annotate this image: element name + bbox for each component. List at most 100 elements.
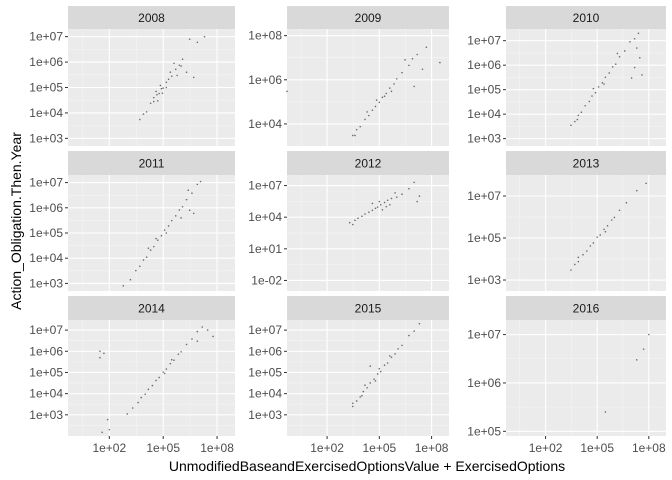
data-point (610, 219, 613, 221)
data-point (591, 95, 593, 97)
data-point (379, 203, 382, 206)
data-point (416, 53, 419, 56)
data-point (364, 213, 366, 215)
data-point (603, 83, 605, 85)
data-point (604, 411, 607, 413)
data-point (196, 41, 199, 44)
facet-panel-2012: 2012 1e-02 1e+01 1e+04 1e+07 (248, 151, 449, 291)
y-tick-label: 1e+08 (248, 29, 282, 43)
data-point (404, 59, 406, 61)
x-tick-label: 1e+08 (415, 441, 449, 455)
data-point (142, 259, 145, 261)
facet-strip (287, 151, 449, 175)
data-point (355, 128, 358, 131)
y-tick-label: 1e+06 (29, 55, 63, 69)
data-point (374, 207, 377, 210)
data-point (176, 74, 178, 77)
data-point (364, 384, 366, 387)
data-point (106, 418, 109, 421)
data-point (604, 230, 607, 233)
data-point (418, 195, 421, 197)
data-point (635, 359, 638, 361)
data-point (142, 113, 145, 115)
data-point (374, 380, 377, 382)
data-point (630, 77, 633, 79)
y-tick-label: 1e+07 (29, 323, 63, 337)
y-tick-label: 1e+06 (29, 344, 63, 358)
data-point (135, 269, 137, 272)
y-tick-label: 1e+05 (467, 83, 501, 97)
data-point (580, 111, 583, 114)
facet-panel-2009: 2009 1e+04 1e+06 1e+08 (248, 6, 449, 146)
data-point (374, 105, 377, 108)
facet-strip-label: 2012 (355, 157, 382, 171)
data-point (389, 87, 391, 89)
data-point (413, 85, 415, 88)
data-point (201, 326, 204, 328)
data-point (152, 96, 155, 99)
data-point (390, 356, 393, 359)
data-point (147, 247, 150, 249)
data-point (206, 329, 209, 331)
data-point (188, 38, 191, 40)
data-point (103, 352, 105, 355)
data-point (99, 350, 101, 353)
data-point (151, 384, 154, 387)
data-point (185, 198, 188, 201)
data-point (594, 91, 597, 94)
data-point (126, 413, 129, 415)
data-point (352, 134, 354, 137)
data-point (378, 101, 381, 104)
data-point (618, 209, 621, 212)
facet-strip-label: 2010 (573, 11, 600, 25)
facet-strip (506, 296, 666, 320)
data-point (592, 87, 595, 90)
y-tick-label: 1e+04 (248, 210, 282, 224)
data-point (386, 362, 389, 364)
data-point (163, 229, 166, 231)
data-point (611, 66, 614, 68)
data-point (597, 86, 600, 88)
panel-background (287, 320, 449, 436)
data-point (577, 260, 580, 263)
data-point (421, 68, 424, 71)
data-point (144, 393, 147, 395)
y-tick-label: 1e+05 (29, 226, 63, 240)
data-point (348, 221, 351, 224)
data-point (395, 78, 398, 80)
data-point (155, 379, 157, 382)
data-point (180, 350, 182, 353)
x-tick-label: 1e+02 (529, 441, 563, 455)
data-point (165, 232, 168, 234)
y-tick-label: 1e-02 (251, 273, 282, 287)
data-point (389, 355, 391, 357)
y-tick-label: 1e+07 (29, 176, 63, 190)
data-point (180, 217, 182, 219)
data-point (577, 114, 580, 117)
data-point (637, 32, 640, 35)
y-tick-label: 1e+03 (467, 273, 501, 287)
data-point (174, 68, 177, 71)
data-point (158, 92, 160, 95)
data-point (165, 368, 168, 370)
data-point (376, 206, 379, 208)
data-point (570, 269, 572, 271)
data-point (570, 124, 572, 127)
data-point (439, 61, 441, 64)
data-point (411, 57, 414, 60)
data-point (156, 93, 158, 96)
facet-strip-label: 2016 (573, 302, 600, 316)
y-tick-label: 1e+04 (29, 106, 63, 120)
x-tick-label: 1e+08 (632, 441, 666, 455)
data-point (393, 83, 395, 85)
data-point (180, 65, 182, 67)
data-point (574, 120, 576, 123)
data-point (187, 189, 190, 191)
data-point (203, 35, 206, 38)
data-point (196, 183, 199, 186)
data-point (137, 401, 139, 404)
facet-strip (287, 296, 449, 320)
data-point (366, 111, 368, 113)
